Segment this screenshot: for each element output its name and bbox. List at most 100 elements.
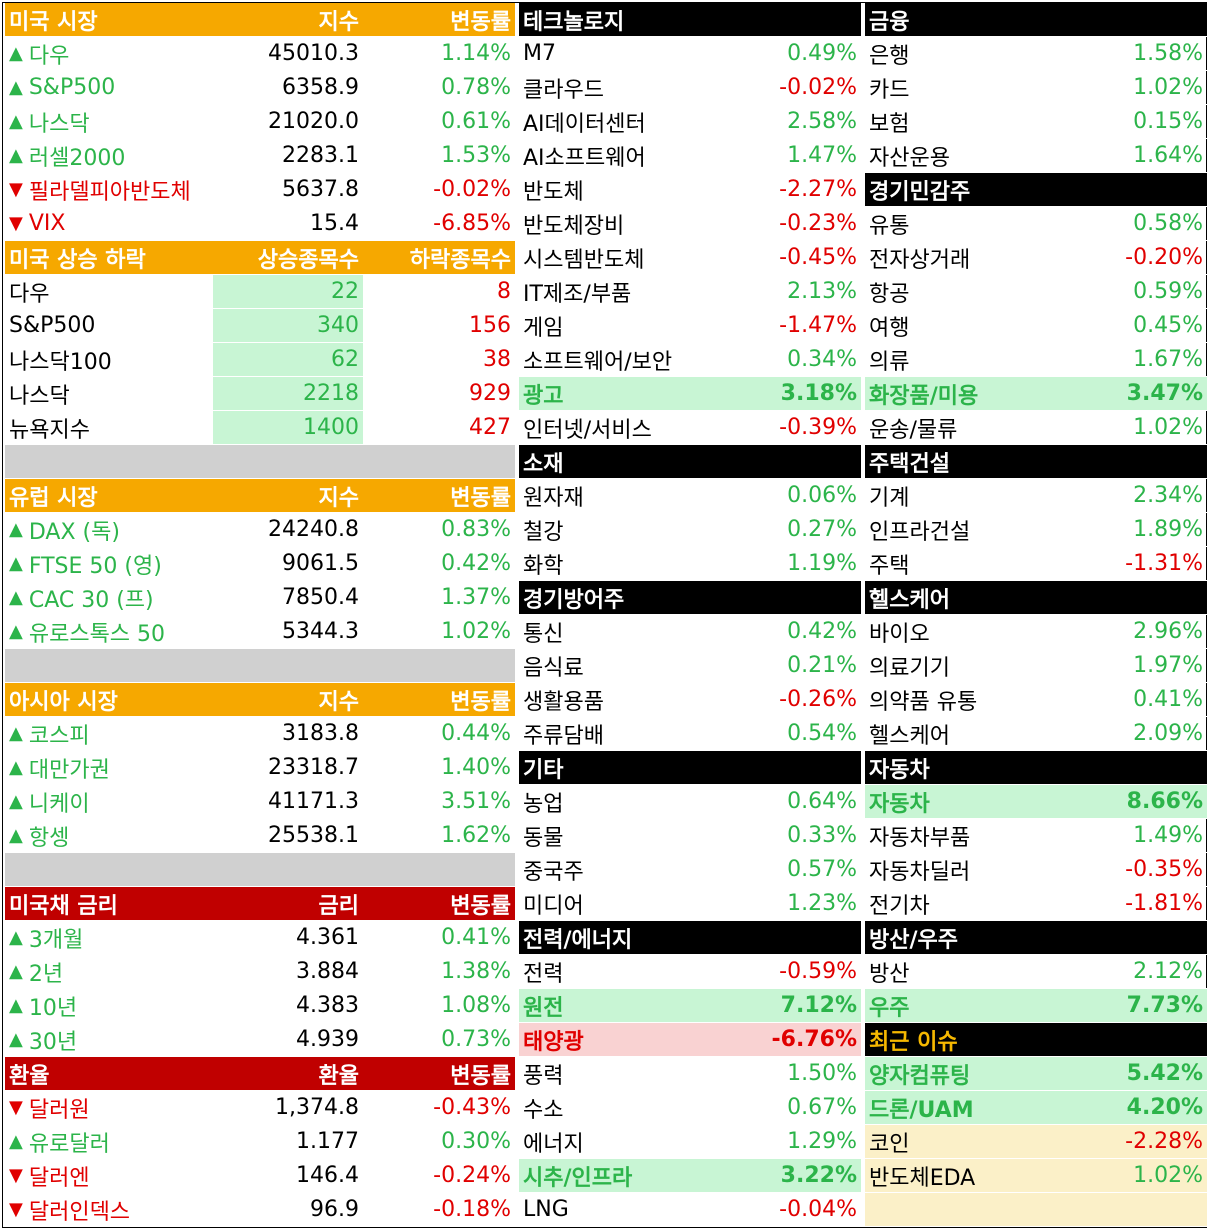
sector-name: 바이오	[869, 621, 930, 647]
europe-name-cell: ▲ FTSE 50 (영)	[5, 547, 213, 580]
sector-title: 경기민감주	[869, 179, 971, 205]
fx-row: ▼ 달러원 1,374.8 -0.43%	[5, 1091, 515, 1125]
sector-change: 0.21%	[787, 653, 857, 678]
asia-row: ▲ 코스피 3183.8 0.44%	[5, 717, 515, 751]
europe-value: 5344.3	[282, 619, 359, 644]
sector-header: 기타	[519, 751, 861, 785]
asia-title: 아시아 시장	[9, 689, 118, 715]
asia-value: 23318.7	[268, 755, 359, 780]
sector-row: 반도체EDA 1.02%	[865, 1159, 1207, 1193]
sector-row: 전자상거래 -0.20%	[865, 241, 1207, 275]
sector-name: 항공	[869, 281, 910, 307]
sector-change: 2.58%	[787, 109, 857, 134]
treasury-name-cell: ▲ 3개월	[5, 921, 213, 954]
sector-name: 자동차	[869, 791, 930, 817]
up-arrow-icon: ▲	[9, 145, 23, 166]
sector-name: 주택	[869, 553, 910, 579]
sector-row: 자동차 8.66%	[865, 785, 1207, 819]
sector-row: 철강 0.27%	[519, 513, 861, 547]
sector-title: 기타	[523, 757, 564, 783]
fx-title: 환율	[9, 1063, 50, 1089]
sector-change: -0.20%	[1125, 245, 1203, 270]
sector-name: 중국주	[523, 859, 584, 885]
sector-change: 0.42%	[787, 619, 857, 644]
sector-name: 클라우드	[523, 77, 604, 103]
sector-change: 1.02%	[1133, 415, 1203, 440]
us-breadth-row: 나스닥 2218 929	[5, 377, 515, 411]
section-spacer	[5, 853, 515, 887]
treasury-row: ▲ 10년 4.383 1.08%	[5, 989, 515, 1023]
sector-change: 0.57%	[787, 857, 857, 882]
us-market-name: 필라델피아반도체	[28, 179, 191, 205]
sector-row: 시추/인프라 3.22%	[519, 1159, 861, 1193]
sector-row: 유통 0.58%	[865, 207, 1207, 241]
advancers-count: 62	[213, 343, 363, 376]
advancers-count: 2218	[213, 377, 363, 410]
sector-change: 0.45%	[1133, 313, 1203, 338]
sector-row: 음식료 0.21%	[519, 649, 861, 683]
sector-name: 주류담배	[523, 723, 604, 749]
down-arrow-icon: ▼	[9, 1165, 23, 1186]
treasury-value: 4.361	[296, 925, 359, 950]
sector-name: 반도체	[523, 179, 584, 205]
sector-row: 주택 -1.31%	[865, 547, 1207, 581]
left-column: 미국 시장 지수 변동률 ▲ 다우 45010.3 1.14% ▲ S&P500 6358.9 0.…	[5, 3, 515, 1227]
sector-change: -0.02%	[779, 75, 857, 100]
sector-row: 여행 0.45%	[865, 309, 1207, 343]
sector-title: 최근 이슈	[869, 1029, 958, 1055]
europe-row: ▲ FTSE 50 (영) 9061.5 0.42%	[5, 547, 515, 581]
sector-name: 의약품 유통	[869, 689, 978, 715]
sector-row: 자동차딜러 -0.35%	[865, 853, 1207, 887]
europe-value: 7850.4	[282, 585, 359, 610]
us-breadth-header: 미국 상승 하락 상승종목수 하락종목수	[5, 241, 515, 275]
sector-name: 방산	[869, 961, 910, 987]
asia-row: ▲ 니케이 41171.3 3.51%	[5, 785, 515, 819]
sector-row: 전력 -0.59%	[519, 955, 861, 989]
sector-change: 2.12%	[1133, 959, 1203, 984]
us-market-name: 다우	[28, 43, 70, 69]
us-market-name: S&P500	[28, 75, 116, 100]
sector-header: 소재	[519, 445, 861, 479]
sector-change: 7.12%	[780, 993, 857, 1018]
sector-header: 헬스케어	[865, 581, 1207, 615]
fx-name: 달러원	[28, 1097, 90, 1123]
sector-row: 전기차 -1.81%	[865, 887, 1207, 921]
us-breadth-name: 나스닥100	[9, 349, 112, 375]
sector-name: 여행	[869, 315, 910, 341]
sector-name: 의료기기	[869, 655, 950, 681]
up-arrow-icon: ▲	[9, 587, 23, 608]
sector-name: 유통	[869, 213, 910, 239]
sector-change: 0.64%	[787, 789, 857, 814]
us-market-name: VIX	[28, 211, 66, 236]
sector-change: 1.89%	[1133, 517, 1203, 542]
sector-title: 방산/우주	[869, 927, 958, 953]
sector-change: -1.81%	[1125, 891, 1203, 916]
up-arrow-icon: ▲	[9, 43, 23, 64]
sector-row: 기계 2.34%	[865, 479, 1207, 513]
sector-row: 클라우드 -0.02%	[519, 71, 861, 105]
sector-row: 원자재 0.06%	[519, 479, 861, 513]
europe-title: 유럽 시장	[9, 485, 98, 511]
asia-col-change-header: 변동률	[450, 689, 511, 715]
sector-name: 생활용품	[523, 689, 604, 715]
asia-col-value-header: 지수	[318, 689, 359, 715]
fx-change: -0.24%	[433, 1163, 511, 1188]
us-market-name: 나스닥	[28, 111, 90, 137]
treasury-col-value-header: 금리	[318, 893, 359, 919]
sector-row: AI소프트웨어 1.47%	[519, 139, 861, 173]
up-arrow-icon: ▲	[9, 519, 23, 540]
sector-name: 카드	[869, 77, 910, 103]
sector-change: 1.50%	[787, 1061, 857, 1086]
sector-change: 1.02%	[1133, 1163, 1203, 1188]
europe-change: 1.02%	[441, 619, 511, 644]
us-market-row: ▲ 러셀2000 2283.1 1.53%	[5, 139, 515, 173]
asia-change: 3.51%	[441, 789, 511, 814]
sector-name: 철강	[523, 519, 564, 545]
asia-value: 41171.3	[268, 789, 359, 814]
asia-name-cell: ▲ 대만가권	[5, 751, 213, 784]
sector-row: 자산운용 1.64%	[865, 139, 1207, 173]
asia-name-cell: ▲ 코스피	[5, 717, 213, 750]
sector-change: -0.35%	[1125, 857, 1203, 882]
treasury-title: 미국채 금리	[9, 893, 118, 919]
sector-change: 4.20%	[1126, 1095, 1203, 1120]
